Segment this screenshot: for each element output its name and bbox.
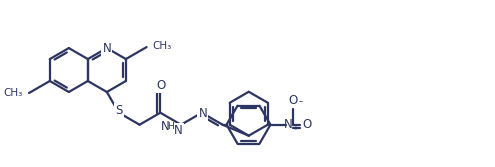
Text: O: O xyxy=(303,118,312,131)
Text: –: – xyxy=(298,97,302,106)
Text: N: N xyxy=(198,107,207,120)
Text: H: H xyxy=(167,122,174,131)
Text: H: H xyxy=(177,126,185,136)
Text: S: S xyxy=(115,104,123,117)
Text: +: + xyxy=(293,125,298,131)
Text: CH₃: CH₃ xyxy=(4,88,23,98)
Text: O: O xyxy=(157,79,166,92)
Text: O: O xyxy=(289,94,298,107)
Text: CH₃: CH₃ xyxy=(152,41,172,51)
Text: N: N xyxy=(102,42,111,55)
Text: N: N xyxy=(161,120,170,133)
Text: N: N xyxy=(284,118,293,131)
Text: N: N xyxy=(174,124,183,137)
